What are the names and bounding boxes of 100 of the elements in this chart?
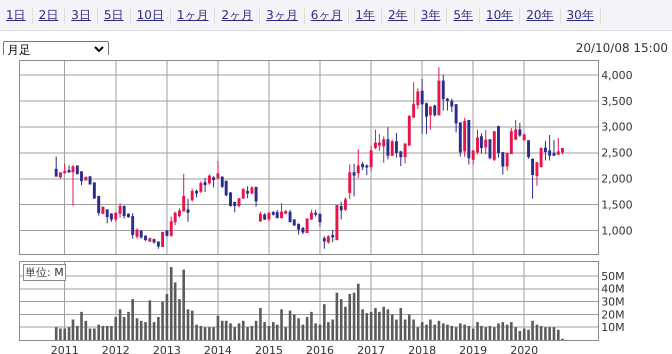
candlestick [263,212,266,221]
text: 5年 [447,6,480,24]
text: 2ヶ月 [215,6,260,24]
candlestick [556,138,560,155]
bar [468,326,470,340]
candlestick [463,117,466,158]
y-tick-label: 1,500 [601,198,633,212]
y-tick-label: 3,000 [601,120,633,134]
candlestick [522,132,526,142]
candlestick [484,130,488,155]
candlestick [258,211,262,222]
bar [390,314,394,340]
bar [442,323,445,340]
candlestick [382,136,386,164]
bar [497,323,500,340]
candlestick [420,78,424,135]
bar [106,326,109,340]
candlestick [340,201,343,220]
candlestick [110,212,113,222]
candlestick [68,164,71,174]
candlestick [352,163,356,197]
candlestick [322,236,326,250]
candlestick [370,145,373,172]
x-tick-label: 2016 [306,344,334,354]
candlestick [548,134,552,161]
bar [195,324,198,340]
bar [216,316,220,340]
bar [200,326,202,340]
text: 10日 [130,6,171,24]
bar [166,294,168,340]
candlestick [212,176,216,188]
candlestick [122,204,126,219]
bar [190,310,194,340]
y-tick-label: 1,000 [601,224,633,238]
candlestick [106,209,109,224]
y-tick-label: 50M [601,270,625,283]
text: 10年 [480,6,520,24]
text: 3年 [414,6,448,24]
bar [459,323,462,340]
candlestick [301,226,304,235]
bar [386,309,390,340]
bar [506,324,508,340]
candlestick [204,177,207,192]
bar [220,320,224,340]
bar [280,309,283,340]
bar [250,326,254,340]
candlestick [361,162,364,171]
bar [336,292,338,340]
candlestick [344,196,347,212]
candlestick [433,104,436,118]
bar [54,327,58,340]
bar [514,327,517,340]
candlestick [267,212,270,222]
candlestick [84,176,88,182]
candlestick [442,74,445,111]
text: 3日 [65,6,98,24]
bar [510,322,513,340]
bar [59,328,62,340]
bar [242,320,245,340]
bar [97,324,100,340]
candlestick [101,206,104,215]
chart-subtitle: 20/10/08 15:00 [576,41,668,55]
candlestick [161,231,164,248]
candlestick [199,180,202,194]
candlestick [331,230,334,242]
candlestick [140,230,143,240]
bar [288,310,292,340]
bar [454,327,458,340]
bar [484,327,488,340]
bar [356,284,360,340]
x-tick-label: 2020 [510,344,538,354]
bar [204,327,206,340]
bar [429,320,432,340]
candlestick [165,230,168,238]
bar [531,320,534,340]
candlestick [488,138,492,160]
bar [340,299,343,340]
bar [540,326,542,340]
bar [72,320,74,340]
bar [63,328,66,340]
x-tick-label: 2014 [204,344,232,354]
candlestick [246,186,250,199]
candlestick [156,241,160,250]
bar [536,324,538,340]
bar [450,326,454,340]
y-tick-label: 4,000 [601,68,633,82]
bar [297,318,300,340]
x-tick-label: 2012 [102,344,130,354]
candlestick [272,210,275,216]
candlestick [280,202,283,219]
candlestick [288,209,292,223]
bar [114,316,118,340]
bar [518,331,522,340]
bar [259,308,262,340]
bar [348,294,352,340]
candlestick [428,106,432,130]
candlestick [238,198,240,208]
bar [408,314,411,340]
bar [246,327,249,340]
x-tick-label: 2015 [254,344,283,354]
